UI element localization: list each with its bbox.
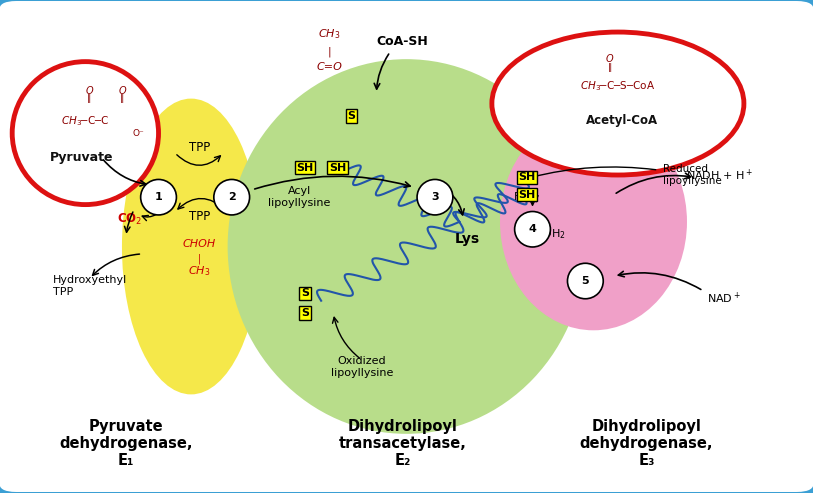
Ellipse shape <box>214 179 250 215</box>
Ellipse shape <box>567 263 603 299</box>
Text: NADH + H$^+$: NADH + H$^+$ <box>686 167 753 183</box>
Text: |: | <box>198 253 201 264</box>
Ellipse shape <box>515 211 550 247</box>
Text: SH: SH <box>518 190 536 200</box>
Text: CoA-SH: CoA-SH <box>376 35 428 48</box>
Text: Reduced
lipoyllysine: Reduced lipoyllysine <box>663 164 721 186</box>
Text: |: | <box>328 46 331 57</box>
Text: 5: 5 <box>581 276 589 286</box>
Text: 1: 1 <box>154 192 163 202</box>
Text: TPP: TPP <box>189 211 210 223</box>
Text: Hydroxyethyl
TPP: Hydroxyethyl TPP <box>53 275 127 297</box>
Text: O: O <box>606 54 614 64</box>
Text: C=O: C=O <box>316 62 342 71</box>
Text: SH: SH <box>296 163 314 173</box>
Text: Lys: Lys <box>455 232 480 246</box>
Text: ‖: ‖ <box>87 94 92 103</box>
Text: Dihydrolipoyl
transacetylase,
E₂: Dihydrolipoyl transacetylase, E₂ <box>338 419 467 468</box>
Text: SH: SH <box>328 163 346 173</box>
Ellipse shape <box>500 113 687 330</box>
Text: O: O <box>118 86 126 96</box>
Text: CHOH: CHOH <box>183 239 215 249</box>
Text: S: S <box>347 111 355 121</box>
Ellipse shape <box>122 99 260 394</box>
Text: $\mathit{CH_3}$: $\mathit{CH_3}$ <box>318 28 341 41</box>
Text: 4: 4 <box>528 224 537 234</box>
Ellipse shape <box>141 179 176 215</box>
Text: FAD: FAD <box>514 192 535 202</box>
Text: CO$_2$: CO$_2$ <box>118 212 142 227</box>
Text: $\mathit{CH_3}$: $\mathit{CH_3}$ <box>188 264 211 278</box>
Text: $\mathit{CH_3}$─C─S─CoA: $\mathit{CH_3}$─C─S─CoA <box>580 79 655 93</box>
Text: $\rightarrow$FADH$_2$: $\rightarrow$FADH$_2$ <box>515 227 566 241</box>
Text: S: S <box>301 308 309 318</box>
Text: O⁻: O⁻ <box>133 129 144 138</box>
Ellipse shape <box>12 62 159 205</box>
Text: Oxidized
lipoyllysine: Oxidized lipoyllysine <box>331 356 393 378</box>
Text: SH: SH <box>518 173 536 182</box>
Text: Acyl
lipoyllysine: Acyl lipoyllysine <box>268 186 330 208</box>
Text: Dihydrolipoyl
dehydrogenase,
E₃: Dihydrolipoyl dehydrogenase, E₃ <box>580 419 713 468</box>
Text: 3: 3 <box>431 192 439 202</box>
Text: 2: 2 <box>228 192 236 202</box>
Text: O: O <box>85 86 93 96</box>
Text: TPP: TPP <box>189 141 210 154</box>
Text: $\mathit{CH_3}$─C─C: $\mathit{CH_3}$─C─C <box>61 114 110 128</box>
Text: NAD$^+$: NAD$^+$ <box>706 290 741 306</box>
Text: Pyruvate: Pyruvate <box>50 151 113 164</box>
Text: S: S <box>301 288 309 298</box>
Text: ‖: ‖ <box>120 94 124 103</box>
Text: ‖: ‖ <box>607 63 612 72</box>
Ellipse shape <box>417 179 453 215</box>
Text: Pyruvate
dehydrogenase,
E₁: Pyruvate dehydrogenase, E₁ <box>59 419 193 468</box>
Ellipse shape <box>228 59 585 434</box>
Text: Acetyl-CoA: Acetyl-CoA <box>586 114 658 127</box>
Ellipse shape <box>492 32 744 175</box>
